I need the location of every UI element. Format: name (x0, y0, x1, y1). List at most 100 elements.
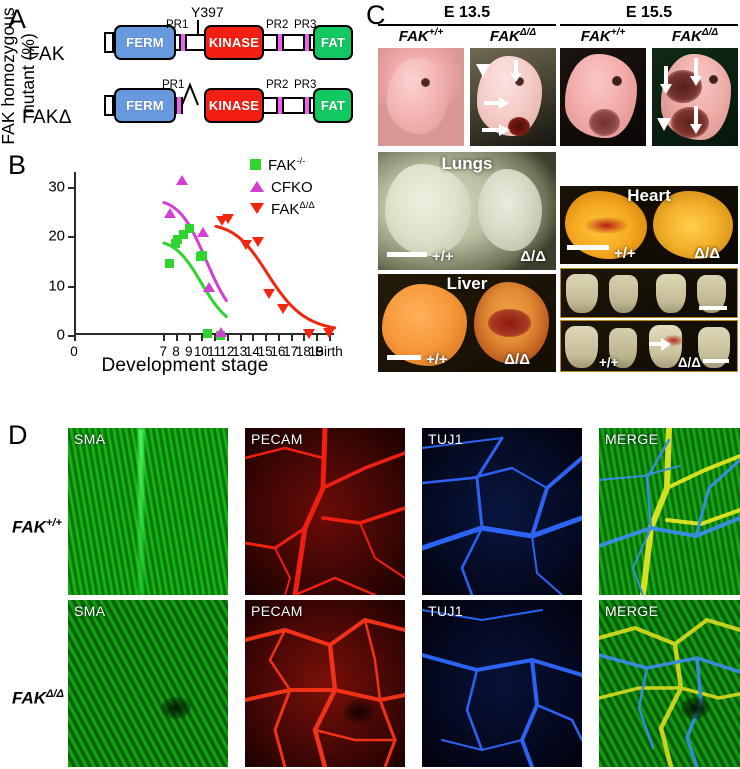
stage-rule-e135 (378, 24, 556, 26)
chart-y-tick (68, 335, 74, 337)
chart-x-tick-label-14: 14 (244, 344, 260, 359)
stage-header-e135: E 13.5 (443, 4, 491, 21)
fak-y397-tick (197, 20, 199, 36)
fak-construct: FERM PR1 Y397 KINASE PR2 PR3 FAT (104, 4, 353, 64)
panel-c-letter: C (366, 0, 386, 30)
hemorrhage-spot-e135-mut (507, 116, 531, 137)
chart-point-1-1 (176, 174, 189, 185)
fakdelta-ferm-domain: FERM (114, 88, 176, 123)
chart-y-tick (68, 186, 74, 189)
fak-ferm-domain: FERM (114, 25, 176, 60)
panel-a-letter: A (8, 4, 27, 34)
fakdelta-pr1-label: PR1 (162, 79, 185, 91)
legend-label-cfko: CFKO (271, 178, 313, 196)
lungs-wt-label: +/+ (432, 248, 454, 265)
embryo-photo-e155-wt (560, 48, 646, 146)
limb-top-2 (608, 274, 639, 314)
limb-top-1 (566, 273, 598, 314)
chart-legend: FAK-/- CFKO FAKΔ/Δ (250, 155, 315, 221)
embryo-eye-e155-wt (611, 76, 622, 87)
micrograph-mut-sma-image (68, 600, 228, 767)
chart-x-tick (290, 335, 293, 341)
panel-d-row-label-wt: FAK+/+ (12, 517, 62, 537)
micrograph-wt-tuj1-image (422, 428, 582, 595)
chart-point-2-5 (277, 303, 290, 314)
embryo-liver-shadow-e155-wt (589, 108, 621, 137)
micrograph-mut-sma-void (160, 696, 191, 719)
chart-x-tick-label-10: 10 (193, 344, 209, 359)
chart-x-tick-label-17: 17 (283, 344, 299, 359)
chart-point-2-2 (240, 240, 253, 251)
lungs-title: Lungs (441, 154, 493, 173)
chart-point-1-3 (203, 282, 216, 293)
chart-y-tick-label-20: 20 (48, 227, 65, 245)
micrograph-wt-merge: MERGE (599, 428, 740, 595)
fak-kinase-domain: KINASE (204, 25, 264, 60)
hemorrhage-lower-e155-mut (670, 106, 709, 139)
fakdelta-construct: FERM PR1 KINASE PR2 PR3 FAT (104, 79, 353, 127)
lungs-mut-specimen (477, 168, 542, 252)
micrograph-wt-merge-label: MERGE (605, 431, 659, 447)
chart-x-axis-title: Development stage (101, 355, 269, 376)
micrograph-mut-pecam-vessels (245, 617, 405, 767)
embryo-eye-e135-mut (514, 77, 524, 87)
arrow-overlay-e155-mut (657, 58, 702, 134)
micrograph-wt-tuj1: TUJ1 (422, 428, 582, 595)
chart-x-tick-label-11: 11 (207, 344, 222, 359)
limbs-bottom-scale-bar (703, 359, 729, 363)
chart-x-tick (74, 335, 76, 341)
legend-item-fak-delta: FAKΔ/Δ (250, 199, 315, 218)
legend-label-fak-null: FAK-/- (268, 155, 306, 174)
panel-b-chart: B FAK homozygous mutant (%) Development … (0, 7, 370, 400)
micrograph-wt-sma-image (68, 428, 228, 595)
chart-x-tick (265, 335, 268, 341)
fakdelta-pr2-label: PR2 (266, 79, 289, 91)
chart-point-2-0 (215, 216, 228, 227)
chart-point-1-2 (196, 227, 209, 238)
limb-bottom-1 (564, 326, 598, 368)
fak-pr2-motif (276, 34, 284, 51)
chart-x-tick-label-15: 15 (257, 344, 273, 359)
limbs-wt-label: +/+ (599, 355, 619, 370)
micrograph-mut-pecam-label: PECAM (251, 603, 303, 619)
fak-pr1-motif (179, 34, 187, 51)
chart-point-0-3 (179, 230, 189, 240)
organ-photo-limbs-top (560, 268, 738, 318)
chart-fit-curve-2 (214, 224, 337, 330)
fakdelta-row-label: FAKΔ (22, 107, 72, 128)
fak-pr3-label: PR3 (294, 19, 317, 31)
fak-pr3-motif (303, 34, 311, 51)
heart-wt-label: +/+ (614, 245, 636, 262)
chart-x-tick (239, 335, 242, 341)
fak-row-label: FAK (28, 44, 65, 65)
lungs-wt-specimen (385, 163, 471, 256)
chart-y-tick-label-0: 0 (56, 326, 65, 344)
fakdelta-pr1-motif (175, 97, 183, 114)
panel-d-immunostaining: D FAK+/+ FAKΔ/Δ SMA PECAM (0, 420, 740, 769)
limbs-top-scale-bar (699, 306, 727, 310)
legend-item-fak-null: FAK-/- (250, 155, 315, 174)
panel-d-letter: D (8, 420, 28, 450)
chart-x-tick (188, 335, 191, 341)
chart-y-axis-title: FAK homozygous mutant (%) (0, 7, 39, 145)
chart-point-0-2 (172, 235, 182, 245)
micrograph-wt-tuj1-label: TUJ1 (428, 431, 464, 447)
fakdelta-pr2-motif (276, 97, 284, 114)
liver-scale-bar (387, 355, 421, 360)
micrograph-mut-sma-label: SMA (74, 603, 106, 619)
chart-x-tick-label-7: 7 (159, 344, 167, 359)
micrograph-mut-merge: MERGE (599, 600, 740, 767)
chart-y-tick-label-30: 30 (48, 178, 65, 196)
heart-mut-specimen (652, 190, 733, 260)
micrograph-wt-pecam-vessels (245, 428, 405, 595)
stage-header-e155: E 15.5 (625, 4, 673, 21)
heart-wt-vessel (584, 217, 628, 235)
micrograph-wt-pecam-label: PECAM (251, 431, 303, 447)
organ-photo-heart: Heart +/+ Δ/Δ (560, 186, 738, 264)
chart-x-tick (277, 335, 280, 341)
micrograph-mut-merge-image (599, 600, 740, 767)
heart-mut-label: Δ/Δ (694, 245, 720, 262)
chart-y-tick (68, 285, 74, 288)
fakdelta-pr3-motif (303, 97, 311, 114)
micrograph-mut-merge-overlay (599, 617, 740, 767)
